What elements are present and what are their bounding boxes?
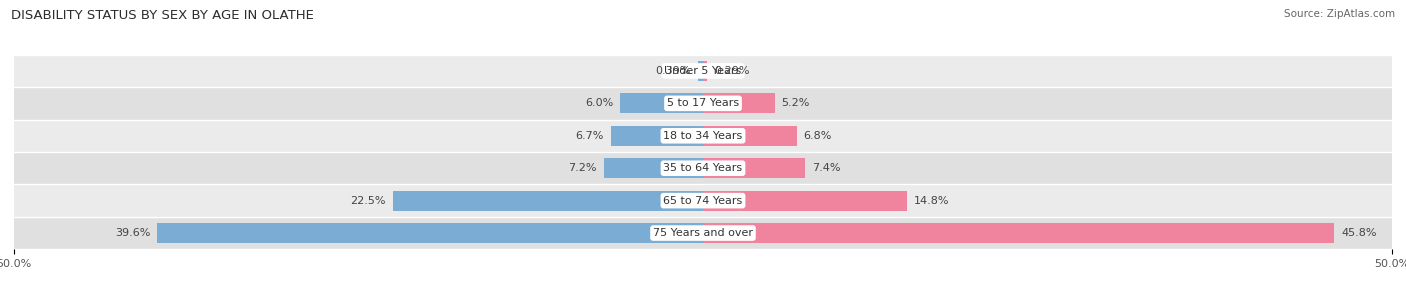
Bar xyxy=(14,87,1392,119)
Bar xyxy=(703,126,797,146)
Text: 0.39%: 0.39% xyxy=(655,66,690,76)
Text: 22.5%: 22.5% xyxy=(350,196,387,206)
Text: 18 to 34 Years: 18 to 34 Years xyxy=(664,131,742,141)
Bar xyxy=(14,185,1392,217)
Text: DISABILITY STATUS BY SEX BY AGE IN OLATHE: DISABILITY STATUS BY SEX BY AGE IN OLATH… xyxy=(11,9,314,22)
Text: 6.8%: 6.8% xyxy=(804,131,832,141)
Text: 7.2%: 7.2% xyxy=(568,163,598,173)
Bar xyxy=(703,93,775,113)
Bar xyxy=(14,217,1392,249)
Text: 5.2%: 5.2% xyxy=(782,98,810,108)
Bar xyxy=(703,191,907,211)
Bar xyxy=(703,61,707,81)
Bar xyxy=(14,119,1392,152)
Bar xyxy=(14,55,1392,87)
Text: 5 to 17 Years: 5 to 17 Years xyxy=(666,98,740,108)
Bar xyxy=(610,126,703,146)
Bar xyxy=(697,61,703,81)
Text: Under 5 Years: Under 5 Years xyxy=(665,66,741,76)
Text: 6.7%: 6.7% xyxy=(575,131,603,141)
Text: 39.6%: 39.6% xyxy=(115,228,150,238)
Text: 75 Years and over: 75 Years and over xyxy=(652,228,754,238)
Bar xyxy=(157,223,703,243)
Bar xyxy=(703,158,806,178)
Text: 14.8%: 14.8% xyxy=(914,196,949,206)
Text: 7.4%: 7.4% xyxy=(811,163,841,173)
Bar xyxy=(392,191,703,211)
Text: Source: ZipAtlas.com: Source: ZipAtlas.com xyxy=(1284,9,1395,19)
Text: 35 to 64 Years: 35 to 64 Years xyxy=(664,163,742,173)
Bar xyxy=(603,158,703,178)
Text: 6.0%: 6.0% xyxy=(585,98,613,108)
Text: 65 to 74 Years: 65 to 74 Years xyxy=(664,196,742,206)
Bar xyxy=(620,93,703,113)
Bar xyxy=(14,152,1392,185)
Text: 45.8%: 45.8% xyxy=(1341,228,1376,238)
Bar xyxy=(703,223,1334,243)
Text: 0.29%: 0.29% xyxy=(714,66,749,76)
